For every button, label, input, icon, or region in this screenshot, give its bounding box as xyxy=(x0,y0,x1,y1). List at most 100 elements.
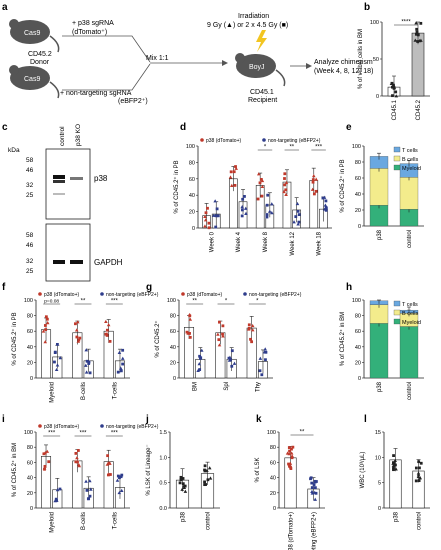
data-point xyxy=(313,486,317,490)
data-point xyxy=(391,94,394,98)
y-tick-label: 0 xyxy=(273,506,276,512)
data-point xyxy=(84,348,89,352)
data-point xyxy=(74,328,79,332)
data-point xyxy=(323,203,328,207)
stack-segment-myeloid xyxy=(369,323,389,379)
data-point xyxy=(78,336,82,340)
lane-p38ko: p38 KO xyxy=(75,124,82,146)
data-point xyxy=(42,452,46,456)
data-point xyxy=(199,348,204,352)
data-point xyxy=(41,329,46,333)
y-tick-label: 60 xyxy=(270,460,276,466)
x-tick-label: Myeloid xyxy=(50,512,56,533)
data-point xyxy=(216,214,220,218)
data-point xyxy=(88,494,92,498)
marker-top-2: 46 xyxy=(26,167,34,174)
data-point xyxy=(260,194,264,198)
data-point xyxy=(250,323,255,328)
panel-k-chart: k 0 20 40 60 80 100 % of LSK p38 (dTomato+) non-t… xyxy=(255,414,325,550)
data-point xyxy=(203,224,207,228)
data-point xyxy=(283,177,286,180)
data-point xyxy=(180,487,184,491)
donor-label: Donor xyxy=(30,59,50,66)
data-point xyxy=(282,189,286,194)
y-tick-label: 20 xyxy=(170,360,176,366)
panel-c: c kDa control p38 KO 58 46 32 25 58 46 3… xyxy=(2,122,123,282)
data-point xyxy=(76,460,79,464)
data-point xyxy=(115,478,120,482)
legend-swatch xyxy=(393,309,401,316)
data-point xyxy=(75,335,79,339)
data-point xyxy=(314,189,318,193)
y-tick-label: 1.0 xyxy=(159,455,167,461)
data-point xyxy=(188,332,191,335)
mouse-top-label: Cas9 xyxy=(24,30,40,37)
data-point xyxy=(116,474,120,478)
data-point xyxy=(44,328,48,331)
data-point xyxy=(416,33,420,37)
y-axis-label: % of CD45.2⁺ in BM xyxy=(11,443,18,497)
data-point xyxy=(105,334,109,337)
mouse-body xyxy=(10,66,50,90)
marker-top-4: 25 xyxy=(26,192,34,199)
legend-entry: non-targeting (eBFP2+) xyxy=(268,138,321,144)
y-tick-label: 100 xyxy=(267,430,276,436)
y-tick-label: 20 xyxy=(270,491,276,497)
data-point xyxy=(108,461,112,465)
data-point xyxy=(243,206,248,210)
mouse-tail xyxy=(275,69,286,87)
y-tick-label: 20 xyxy=(27,491,33,497)
recipient-mouse: BoyJ xyxy=(235,53,286,87)
data-point xyxy=(391,461,395,465)
data-point xyxy=(187,312,192,317)
marker-bottom-4: 25 xyxy=(26,268,34,275)
panel-b-label: b xyxy=(364,2,370,13)
data-point xyxy=(76,449,80,452)
data-point xyxy=(263,347,268,351)
sig-label: ** xyxy=(192,299,197,305)
data-point xyxy=(203,469,208,473)
data-point xyxy=(296,222,300,226)
data-point xyxy=(47,460,51,464)
data-point xyxy=(77,338,81,342)
panel-h-chart: h 0 20 40 60 80 100 % of CD45.2⁺ in BM p38 contro… xyxy=(339,282,424,400)
legend-swatch xyxy=(393,318,401,325)
data-point xyxy=(54,367,59,372)
data-point xyxy=(417,38,422,43)
y-tick-label: 0 xyxy=(358,376,361,382)
protein-p38: p38 xyxy=(94,174,108,183)
legend-entry: Myeloid xyxy=(402,320,421,326)
legend-swatch xyxy=(393,155,401,162)
data-point xyxy=(203,468,206,472)
data-point xyxy=(284,188,288,192)
band-gapdh-control xyxy=(53,260,65,264)
panel-l-label: l xyxy=(364,414,367,425)
data-point xyxy=(240,205,244,209)
data-point xyxy=(214,225,218,229)
data-point xyxy=(206,206,209,210)
data-point xyxy=(229,183,234,187)
merge-line-top xyxy=(62,35,151,63)
legend-marker xyxy=(100,424,104,428)
y-tick-label: 100 xyxy=(352,144,361,150)
data-point xyxy=(284,180,289,185)
y-tick-label: 40 xyxy=(270,476,276,482)
analyze-weeks: (Week 4, 8, 12, 18) xyxy=(314,68,373,75)
y-tick-label: 0 xyxy=(173,376,176,382)
data-point xyxy=(246,327,251,331)
data-point xyxy=(414,32,418,36)
data-point xyxy=(413,38,418,42)
data-point xyxy=(311,180,315,184)
data-point xyxy=(292,220,296,224)
stack-segment-b-cells xyxy=(399,177,419,210)
data-point xyxy=(85,488,89,492)
data-point xyxy=(87,478,92,483)
data-point xyxy=(288,464,291,468)
data-point xyxy=(75,456,79,460)
data-point xyxy=(42,466,47,470)
data-point xyxy=(232,170,236,174)
data-point xyxy=(74,451,78,455)
data-point xyxy=(203,464,207,468)
arrow-head-analyze xyxy=(306,63,312,69)
data-point xyxy=(207,466,212,470)
